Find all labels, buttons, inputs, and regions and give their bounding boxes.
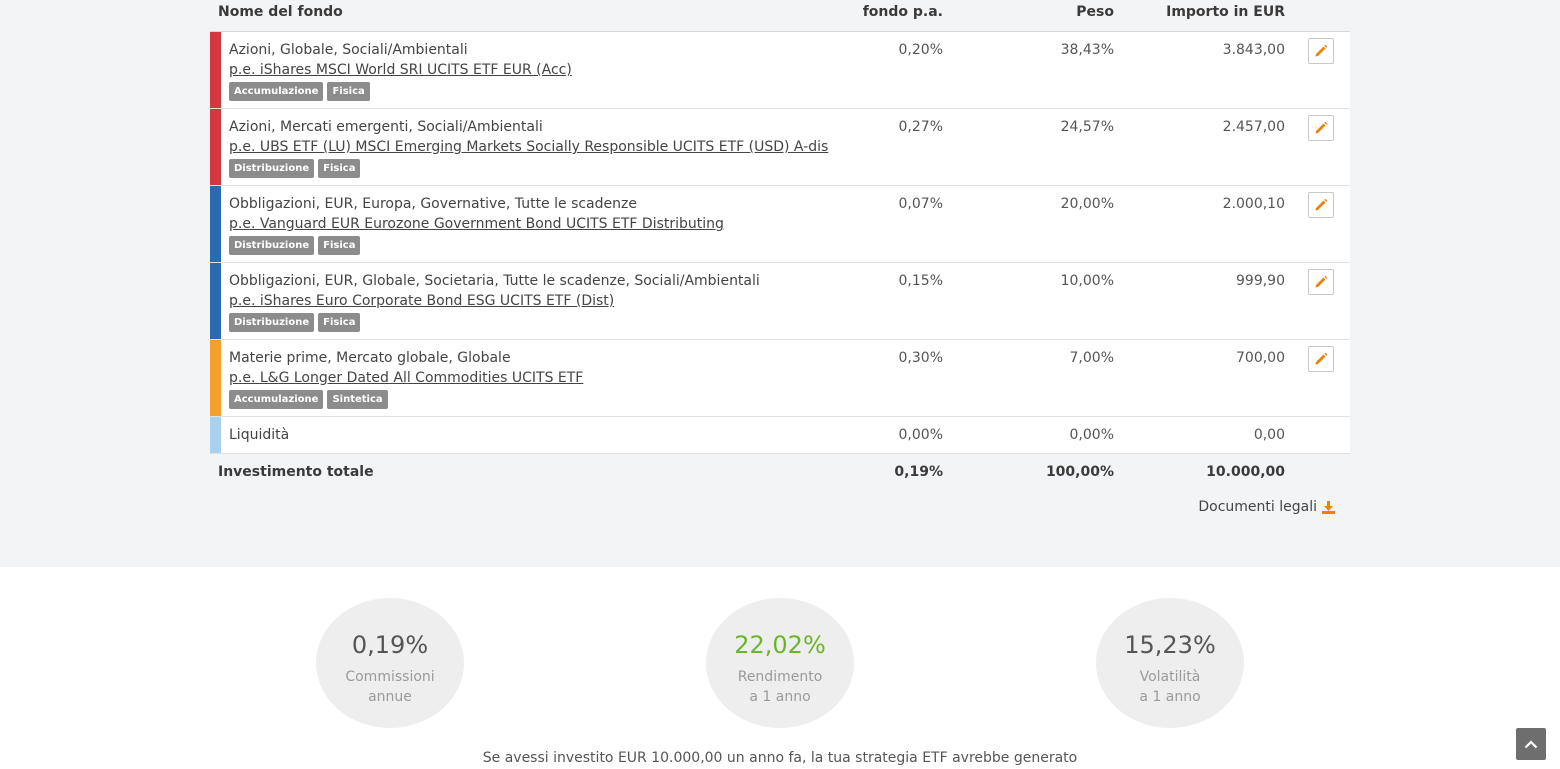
cash-amount: 0,00 [1253, 427, 1285, 443]
asset-category: Obbligazioni, EUR, Globale, Societaria, … [229, 273, 760, 289]
fund-tags: Distribuzione Fisica [229, 236, 361, 255]
pencil-icon [1315, 198, 1328, 211]
tag-replication: Fisica [318, 313, 361, 332]
chevron-up-icon [1524, 740, 1538, 749]
fund-link[interactable]: p.e. UBS ETF (LU) MSCI Emerging Markets … [229, 139, 829, 155]
asset-category: Obbligazioni, EUR, Europa, Governative, … [229, 196, 637, 212]
fund-amount: 2.000,10 [1222, 196, 1285, 212]
fund-fee: 0,30% [898, 350, 943, 366]
tag-replication: Fisica [327, 82, 370, 101]
pencil-icon [1315, 275, 1328, 288]
fund-amount: 700,00 [1236, 350, 1285, 366]
stat-caption-line1: Commissioni [345, 669, 435, 685]
asset-color-bar [210, 109, 221, 185]
asset-color-bar [210, 32, 221, 108]
cash-fee: 0,00% [898, 427, 943, 443]
total-amount: 10.000,00 [1206, 464, 1285, 480]
header-fund-name: Nome del fondo [218, 4, 343, 20]
fund-fee: 0,20% [898, 42, 943, 58]
fund-weight: 20,00% [1060, 196, 1114, 212]
fund-link[interactable]: p.e. iShares Euro Corporate Bond ESG UCI… [229, 293, 615, 309]
stat-one-year-volatility: 15,23% Volatilità a 1 anno [1096, 598, 1244, 728]
tag-distribution-policy: Distribuzione [229, 236, 315, 255]
header-amount: Importo in EUR [1166, 4, 1285, 20]
pencil-icon [1315, 44, 1328, 57]
table-body: Azioni, Globale, Sociali/Ambientali p.e.… [210, 32, 1350, 454]
fund-weight: 7,00% [1069, 350, 1114, 366]
fund-link[interactable]: p.e. iShares MSCI World SRI UCITS ETF EU… [229, 62, 572, 78]
stat-caption-line1: Volatilità [1139, 669, 1201, 685]
fund-link[interactable]: p.e. Vanguard EUR Eurozone Government Bo… [229, 216, 724, 232]
fund-tags: Distribuzione Fisica [229, 159, 361, 178]
fund-tags: Distribuzione Fisica [229, 313, 361, 332]
tag-distribution-policy: Accumulazione [229, 390, 324, 409]
tag-replication: Fisica [318, 236, 361, 255]
cash-weight: 0,00% [1069, 427, 1114, 443]
table-header: Nome del fondo fondo p.a. Peso Importo i… [210, 0, 1350, 32]
stat-caption: Commissioni annue [316, 667, 464, 707]
tag-distribution-policy: Distribuzione [229, 313, 315, 332]
asset-category: Azioni, Mercati emergenti, Sociali/Ambie… [229, 119, 543, 135]
performance-summary-text: Se avessi investito EUR 10.000,00 un ann… [482, 750, 1078, 766]
fund-amount: 2.457,00 [1222, 119, 1285, 135]
total-row: Investimento totale 0,19% 100,00% 10.000… [210, 454, 1350, 490]
asset-color-bar [210, 263, 221, 339]
scroll-to-top-button[interactable] [1516, 728, 1546, 760]
edit-button[interactable] [1308, 192, 1334, 218]
edit-button[interactable] [1308, 115, 1334, 141]
fund-weight: 10,00% [1060, 273, 1114, 289]
table-row: Materie prime, Mercato globale, Globale … [210, 340, 1350, 417]
stat-value: 0,19% [351, 631, 429, 659]
fund-tags: Accumulazione Fisica [229, 82, 370, 101]
asset-color-bar [210, 417, 221, 453]
fund-fee: 0,27% [898, 119, 943, 135]
pencil-icon [1315, 121, 1328, 134]
tag-distribution-policy: Accumulazione [229, 82, 324, 101]
tag-replication: Sintetica [327, 390, 388, 409]
stat-caption: Volatilità a 1 anno [1096, 667, 1244, 707]
download-icon [1322, 500, 1335, 514]
fund-link[interactable]: p.e. L&G Longer Dated All Commodities UC… [229, 370, 584, 386]
stat-caption-line2: annue [368, 689, 412, 705]
cash-row: Liquidità 0,00% 0,00% 0,00 [210, 417, 1350, 454]
fund-amount: 999,90 [1236, 273, 1285, 289]
fund-fee: 0,07% [898, 196, 943, 212]
stat-annual-fees: 0,19% Commissioni annue [316, 598, 464, 728]
fund-tags: Accumulazione Sintetica [229, 390, 388, 409]
fund-weight: 24,57% [1060, 119, 1114, 135]
total-fee: 0,19% [894, 464, 943, 480]
stat-caption: Rendimento a 1 anno [706, 667, 854, 707]
asset-category: Azioni, Globale, Sociali/Ambientali [229, 42, 468, 58]
stat-caption-line2: a 1 anno [1139, 689, 1201, 705]
stat-value: 22,02% [734, 631, 826, 659]
header-weight: Peso [1076, 4, 1114, 20]
stat-caption-line2: a 1 anno [749, 689, 811, 705]
portfolio-table: Nome del fondo fondo p.a. Peso Importo i… [210, 0, 1350, 515]
table-row: Azioni, Mercati emergenti, Sociali/Ambie… [210, 109, 1350, 186]
cash-label: Liquidità [229, 427, 290, 443]
table-row: Obbligazioni, EUR, Globale, Societaria, … [210, 263, 1350, 340]
asset-color-bar [210, 340, 221, 416]
asset-color-bar [210, 186, 221, 262]
edit-button[interactable] [1308, 38, 1334, 64]
pencil-icon [1315, 352, 1328, 365]
asset-category: Materie prime, Mercato globale, Globale [229, 350, 511, 366]
edit-button[interactable] [1308, 269, 1334, 295]
tag-distribution-policy: Distribuzione [229, 159, 315, 178]
table-row: Obbligazioni, EUR, Europa, Governative, … [210, 186, 1350, 263]
total-label: Investimento totale [218, 464, 374, 480]
legal-documents-link[interactable]: Documenti legali [1198, 499, 1335, 515]
fund-amount: 3.843,00 [1222, 42, 1285, 58]
table-row: Azioni, Globale, Sociali/Ambientali p.e.… [210, 32, 1350, 109]
stat-caption-line1: Rendimento [737, 669, 823, 685]
tag-replication: Fisica [318, 159, 361, 178]
fund-fee: 0,15% [898, 273, 943, 289]
edit-button[interactable] [1308, 346, 1334, 372]
header-fee: fondo p.a. [862, 4, 943, 20]
stat-value: 15,23% [1124, 631, 1216, 659]
stat-one-year-return: 22,02% Rendimento a 1 anno [706, 598, 854, 728]
fund-weight: 38,43% [1060, 42, 1114, 58]
total-weight: 100,00% [1045, 464, 1114, 480]
legal-documents-label: Documenti legali [1198, 499, 1317, 515]
